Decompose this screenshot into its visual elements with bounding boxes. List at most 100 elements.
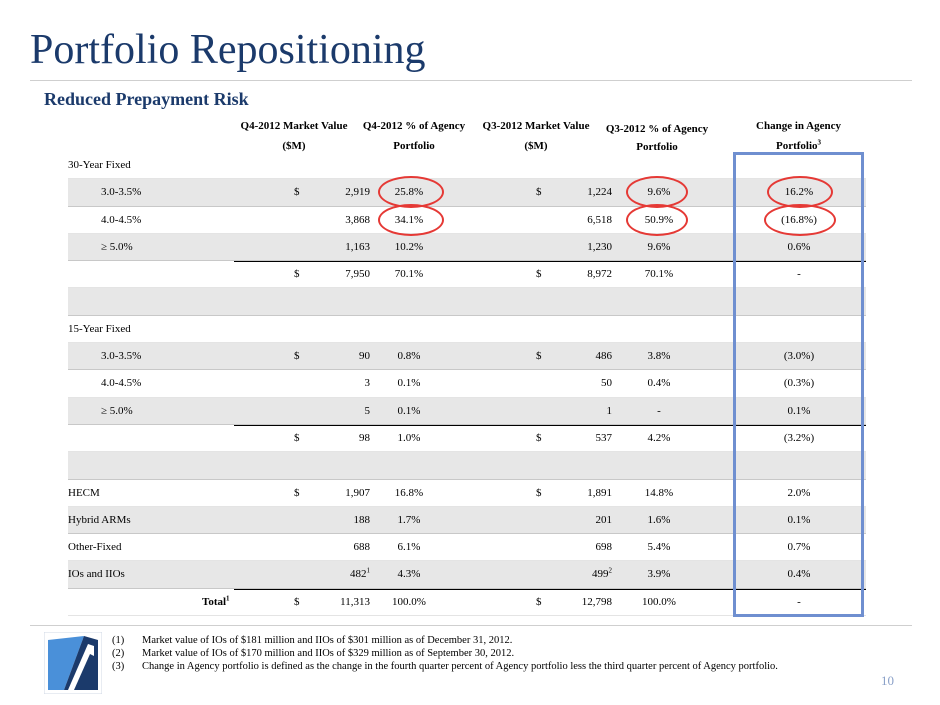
header-change-line2: Portfolio3	[733, 136, 864, 156]
row-label-text: 15-Year Fixed	[68, 322, 131, 335]
row-label: 4.0-4.5%	[101, 207, 141, 234]
q4-percent: 0.1%	[373, 370, 445, 397]
q4-percent: 16.8%	[373, 480, 445, 507]
change-in-agency: -	[736, 589, 862, 616]
footnote-item: (3) Change in Agency portfolio is defined…	[112, 660, 778, 673]
q4-dollar-sign: $	[294, 261, 300, 288]
table-row: Other-Fixed 688 6.1% 698 5.4% 0.7%	[68, 534, 866, 562]
q3-percent: 9.6%	[616, 234, 702, 261]
change-in-agency-text: -	[797, 268, 801, 281]
q4-dollar-sign-text: $	[294, 595, 300, 608]
table-row: HECM $1,907 16.8% $1,891 14.8% 2.0%	[68, 480, 866, 508]
q4-percent: 100.0%	[373, 589, 445, 616]
row-label: IOs and IIOs	[68, 561, 125, 588]
q4-dollar-sign: $	[294, 589, 300, 616]
change-in-agency: 0.6%	[736, 234, 862, 261]
q4-percent-text: 1.7%	[397, 513, 421, 526]
q4-dollar-sign-text: $	[294, 486, 300, 499]
q3-percent: 70.1%	[616, 261, 702, 288]
q3-market-value: 201	[550, 507, 613, 534]
q3-dollar-sign: $	[536, 261, 542, 288]
q3-market-value: 1,891	[550, 480, 612, 507]
header-change-text: Portfolio	[775, 140, 818, 152]
q4-market-value-text: 1,163	[345, 240, 370, 253]
q4-percent-text: 1.0%	[397, 431, 421, 444]
header-q3-percent-line2: Portfolio	[636, 141, 678, 153]
q4-market-value-text: 188	[353, 513, 371, 526]
company-logo-icon	[44, 632, 102, 694]
q4-percent-text: 10.2%	[394, 240, 424, 253]
change-in-agency: 0.7%	[736, 534, 862, 561]
q3-market-value: 1,230	[550, 234, 612, 261]
q4-market-value-text: 3,868	[345, 213, 370, 226]
q4-market-value: 7,950	[310, 261, 370, 288]
row-label-text: HECM	[68, 486, 100, 499]
q3-market-value	[550, 288, 612, 315]
q4-percent: 4.3%	[373, 561, 445, 588]
change-in-agency-text: (3.0%)	[783, 350, 815, 363]
header-q3-percent: Q3-2012 % of Agency Portfolio	[592, 120, 722, 156]
q4-dollar-sign-text: $	[294, 268, 300, 281]
q4-market-value: 1,907	[310, 480, 370, 507]
change-in-agency-text: 2.0%	[787, 486, 811, 499]
highlight-circle-q3-30yr-4-4.5	[626, 204, 688, 236]
q4-dollar-sign-text: $	[294, 431, 300, 444]
header-change-line1: Change in Agency	[756, 120, 841, 132]
q3-market-value-text: 201	[595, 513, 613, 526]
change-in-agency-text: (0.3%)	[783, 377, 815, 390]
q4-market-value: 3	[310, 370, 371, 397]
q4-percent	[373, 452, 445, 479]
q3-dollar-sign-text: $	[536, 486, 542, 499]
q4-market-value-text: 482	[350, 568, 367, 581]
q3-dollar-sign: $	[536, 425, 542, 452]
q3-market-value-text: 1,224	[587, 186, 612, 199]
change-in-agency-text: 0.6%	[787, 240, 811, 253]
q3-percent: 3.9%	[616, 561, 702, 588]
q4-percent: 0.8%	[373, 343, 445, 370]
q3-percent: -	[616, 398, 702, 425]
change-in-agency-text: -	[797, 595, 801, 608]
header-change-footnote: 3	[817, 138, 822, 147]
table-row: Total1 $11,313 100.0% $12,798 100.0% -	[68, 588, 866, 617]
row-label-text: Total	[202, 595, 227, 608]
q4-percent-text: 70.1%	[394, 268, 424, 281]
q4-market-value: 90	[310, 343, 370, 370]
row-label: ≥ 5.0%	[101, 398, 133, 425]
q4-market-value: 688	[310, 534, 371, 561]
row-label-text: 30-Year Fixed	[68, 159, 131, 171]
change-in-agency-text: 0.1%	[787, 404, 811, 417]
q3-market-value-text: 1	[606, 404, 613, 417]
row-label-text: 3.0-3.5%	[101, 350, 142, 363]
q3-market-value	[550, 316, 612, 343]
change-in-agency-text: 0.4%	[787, 568, 811, 581]
q3-dollar-sign-text: $	[536, 186, 542, 199]
q4-percent	[373, 316, 445, 343]
row-label: 15-Year Fixed	[68, 316, 131, 343]
q3-market-value: 486	[550, 343, 613, 370]
q4-percent-text: 6.1%	[397, 541, 421, 554]
table-row: $7,950 70.1% $8,972 70.1% -	[68, 261, 866, 289]
row-label: 3.0-3.5%	[101, 179, 141, 206]
header-q4-market-value-line1: Q4-2012 Market Value	[240, 120, 348, 132]
q4-market-value	[310, 452, 370, 479]
q3-market-value-text: 8,972	[587, 268, 612, 281]
q3-percent: 100.0%	[616, 589, 702, 616]
q4-market-value-text: 688	[353, 541, 371, 554]
q3-market-value: 1,224	[550, 179, 612, 206]
q3-percent-text: -	[657, 404, 661, 417]
q3-dollar-sign-text: $	[536, 268, 542, 281]
q3-percent: 14.8%	[616, 480, 702, 507]
q4-market-value: 4821	[310, 561, 370, 588]
q4-percent-text: 0.8%	[397, 350, 421, 363]
q3-percent	[616, 316, 702, 343]
q4-market-value	[310, 288, 370, 315]
header-q4-market-value: Q4-2012 Market Value ($M)	[232, 116, 356, 156]
row-label-text: Other-Fixed	[68, 541, 122, 554]
highlight-circle-change-30yr-4-4.5	[764, 204, 836, 236]
q3-market-value: 6,518	[550, 207, 612, 234]
q4-dollar-sign: $	[294, 343, 300, 370]
q3-market-value-text: 1,891	[587, 486, 612, 499]
q3-percent	[616, 288, 702, 315]
q3-market-value: 8,972	[550, 261, 612, 288]
q4-market-value: 11,313	[310, 589, 370, 616]
